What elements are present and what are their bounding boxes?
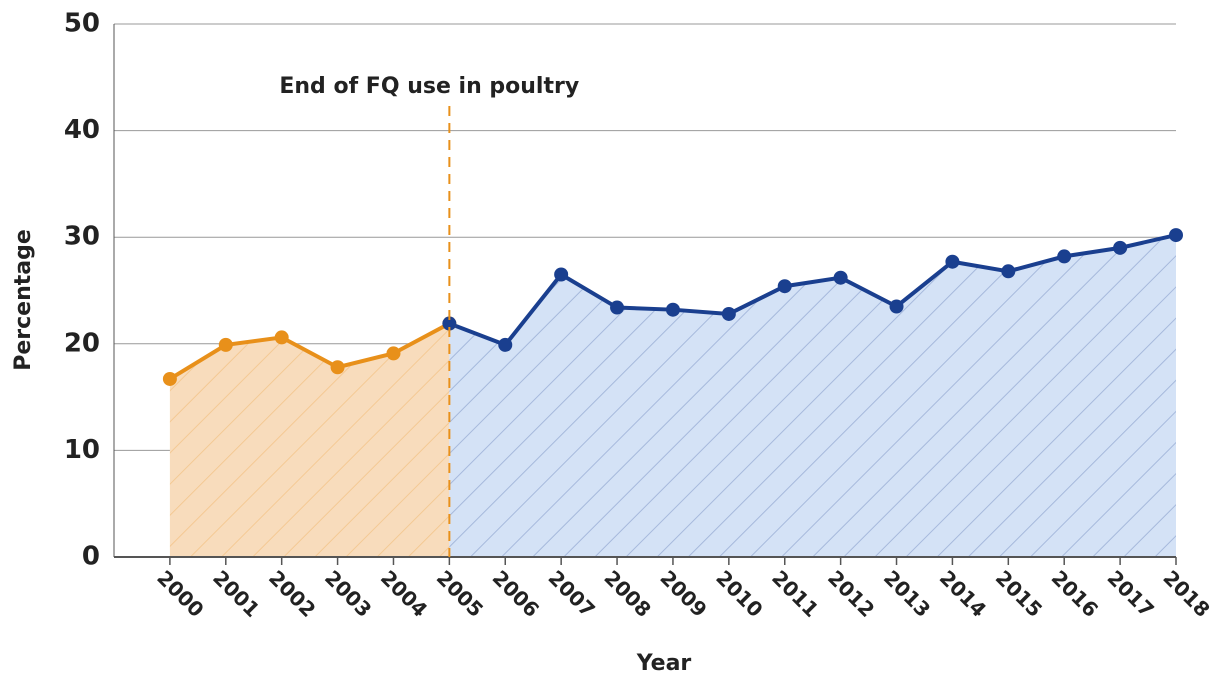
x-axis-label: Year xyxy=(636,651,692,676)
y-tick-label: 20 xyxy=(64,328,100,358)
point xyxy=(498,337,513,352)
point xyxy=(162,371,177,386)
x-tick-label: 2011 xyxy=(767,566,823,622)
line xyxy=(448,233,1177,348)
x-tick-label: 2018 xyxy=(1158,566,1214,622)
x-tick-label: 2004 xyxy=(376,566,432,622)
area xyxy=(169,323,450,557)
point xyxy=(889,299,904,314)
point xyxy=(1001,264,1016,279)
x-tick-label: 2006 xyxy=(488,566,544,622)
point xyxy=(945,254,960,269)
x-tick-label: 2017 xyxy=(1103,566,1159,622)
point xyxy=(554,267,569,282)
point xyxy=(665,302,680,317)
annotation-text: End of FQ use in poultry xyxy=(279,74,579,99)
x-tick-label: 2008 xyxy=(600,566,656,622)
point xyxy=(1169,228,1183,243)
point xyxy=(1113,240,1128,255)
x-tick-label: 2000 xyxy=(152,566,208,622)
point xyxy=(442,316,457,331)
x-tick-label: 2013 xyxy=(879,566,935,622)
x-tick-label: 2016 xyxy=(1047,566,1103,622)
x-tick-label: 2009 xyxy=(655,566,711,622)
point xyxy=(610,300,625,315)
y-tick-label: 40 xyxy=(64,115,100,145)
x-tick-label: 2010 xyxy=(711,566,767,622)
point xyxy=(386,346,401,361)
x-tick-label: 2005 xyxy=(432,566,488,622)
point xyxy=(1057,249,1072,264)
x-tick-label: 2001 xyxy=(208,566,264,622)
y-tick-label: 10 xyxy=(64,435,100,465)
point xyxy=(218,337,233,352)
point xyxy=(721,306,736,321)
y-tick-label: 0 xyxy=(82,542,100,572)
x-tick-label: 2012 xyxy=(823,566,879,622)
point xyxy=(274,330,289,345)
y-tick-label: 50 xyxy=(64,9,100,39)
point xyxy=(833,270,848,285)
y-axis-label: Percentage xyxy=(11,229,36,371)
area xyxy=(449,235,1176,557)
y-tick-label: 30 xyxy=(64,222,100,252)
x-tick-label: 2007 xyxy=(544,566,600,622)
x-tick-label: 2003 xyxy=(320,566,376,622)
point xyxy=(330,360,345,375)
point xyxy=(777,279,792,294)
line xyxy=(168,321,451,381)
x-tick-label: 2015 xyxy=(991,566,1047,622)
x-tick-label: 2002 xyxy=(264,566,320,622)
x-tick-label: 2014 xyxy=(935,566,991,622)
